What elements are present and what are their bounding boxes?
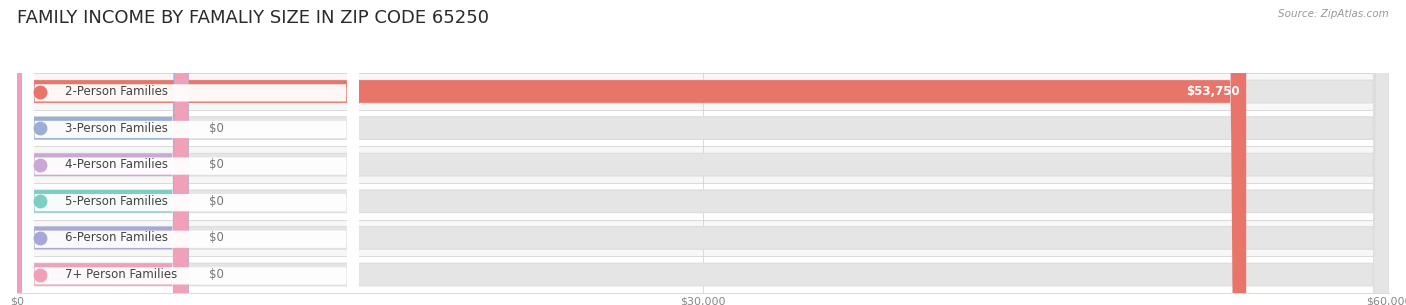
FancyBboxPatch shape	[17, 0, 188, 305]
Bar	[17, 146, 1389, 183]
FancyBboxPatch shape	[17, 0, 1389, 305]
Text: 4-Person Families: 4-Person Families	[65, 158, 167, 171]
Text: 6-Person Families: 6-Person Families	[65, 231, 167, 244]
FancyBboxPatch shape	[17, 0, 188, 305]
FancyBboxPatch shape	[22, 0, 359, 305]
FancyBboxPatch shape	[22, 0, 359, 305]
Text: $0: $0	[209, 268, 224, 281]
FancyBboxPatch shape	[17, 0, 1389, 305]
Text: 2-Person Families: 2-Person Families	[65, 85, 167, 98]
FancyBboxPatch shape	[22, 0, 359, 305]
FancyBboxPatch shape	[17, 0, 1389, 305]
Text: 5-Person Families: 5-Person Families	[65, 195, 167, 208]
FancyBboxPatch shape	[17, 0, 1389, 305]
Text: $0: $0	[209, 158, 224, 171]
Bar	[17, 110, 1389, 146]
Text: $0: $0	[209, 195, 224, 208]
FancyBboxPatch shape	[17, 0, 188, 305]
Bar	[17, 256, 1389, 293]
Text: FAMILY INCOME BY FAMALIY SIZE IN ZIP CODE 65250: FAMILY INCOME BY FAMALIY SIZE IN ZIP COD…	[17, 9, 489, 27]
Bar	[17, 183, 1389, 220]
FancyBboxPatch shape	[17, 0, 1389, 305]
Text: $0: $0	[209, 122, 224, 135]
Bar	[17, 220, 1389, 256]
Text: Source: ZipAtlas.com: Source: ZipAtlas.com	[1278, 9, 1389, 19]
FancyBboxPatch shape	[17, 0, 188, 305]
FancyBboxPatch shape	[22, 0, 359, 305]
Text: $53,750: $53,750	[1185, 85, 1239, 98]
Text: 7+ Person Families: 7+ Person Families	[65, 268, 177, 281]
FancyBboxPatch shape	[17, 0, 1246, 305]
FancyBboxPatch shape	[22, 0, 359, 305]
FancyBboxPatch shape	[22, 0, 359, 305]
Text: $0: $0	[209, 231, 224, 244]
Text: 3-Person Families: 3-Person Families	[65, 122, 167, 135]
FancyBboxPatch shape	[17, 0, 1389, 305]
Bar	[17, 73, 1389, 110]
FancyBboxPatch shape	[17, 0, 188, 305]
